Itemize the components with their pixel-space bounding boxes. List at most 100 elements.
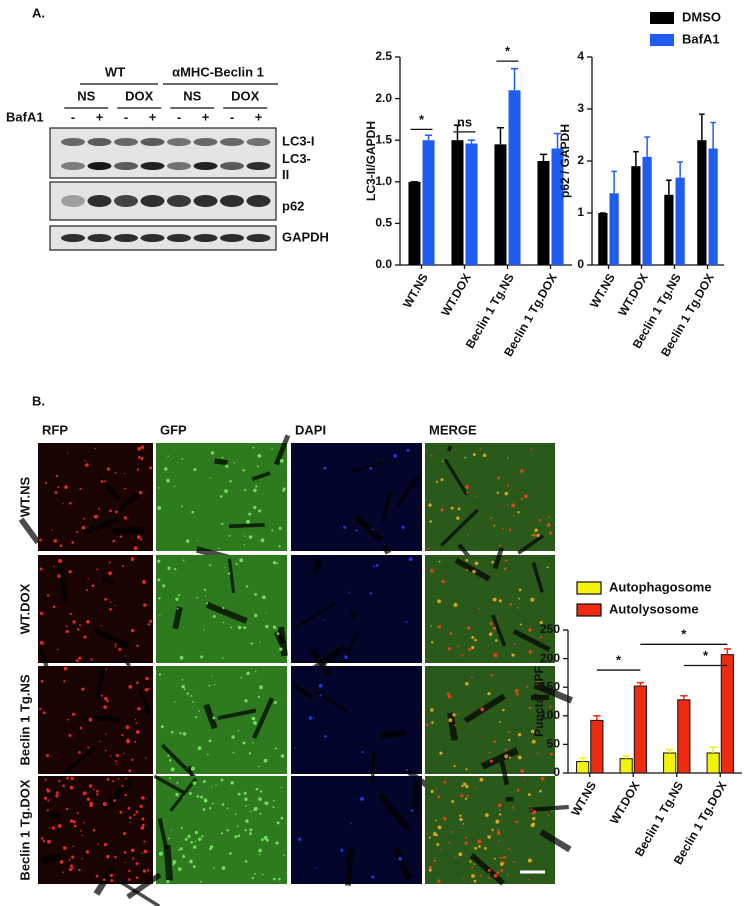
- puncta: [469, 860, 472, 863]
- puncta: [69, 612, 72, 616]
- puncta: [278, 545, 281, 548]
- puncta: [66, 776, 70, 780]
- puncta: [245, 805, 247, 807]
- legend-swatch: [650, 12, 674, 24]
- puncta: [271, 529, 274, 532]
- puncta: [530, 823, 535, 828]
- tissue-gap: [351, 460, 384, 474]
- puncta: [539, 789, 542, 793]
- puncta: [79, 830, 82, 832]
- puncta: [194, 840, 196, 843]
- puncta: [123, 516, 128, 520]
- puncta: [121, 784, 124, 787]
- group-label: αMHC-Beclin 1: [172, 64, 264, 79]
- puncta: [451, 830, 453, 833]
- puncta: [471, 635, 475, 640]
- puncta: [344, 655, 348, 659]
- sign: -: [71, 109, 75, 124]
- puncta: [135, 862, 139, 866]
- puncta: [430, 569, 434, 573]
- puncta: [128, 816, 132, 820]
- puncta: [517, 511, 520, 514]
- blot-band: [193, 162, 218, 170]
- bar: [677, 699, 691, 774]
- bar: [697, 140, 707, 265]
- puncta: [76, 531, 79, 534]
- puncta: [137, 706, 141, 711]
- puncta: [69, 501, 72, 505]
- y-tick-label: 200: [540, 651, 560, 665]
- puncta: [135, 722, 138, 725]
- puncta: [130, 848, 135, 853]
- puncta: [48, 826, 51, 829]
- puncta: [439, 848, 442, 851]
- puncta: [162, 584, 166, 588]
- puncta: [253, 488, 257, 493]
- puncta: [500, 868, 504, 872]
- puncta: [130, 557, 135, 562]
- puncta: [136, 644, 139, 647]
- puncta: [72, 620, 76, 624]
- puncta: [115, 753, 119, 757]
- puncta: [248, 752, 252, 755]
- y-tick-label: 0: [553, 765, 560, 779]
- puncta: [249, 828, 253, 832]
- puncta: [203, 588, 207, 591]
- puncta: [435, 788, 437, 790]
- puncta: [518, 588, 522, 592]
- blot-band: [167, 138, 191, 146]
- puncta: [487, 877, 490, 879]
- puncta: [184, 837, 188, 841]
- puncta: [225, 464, 229, 468]
- puncta: [172, 860, 177, 864]
- tissue-gap: [102, 576, 115, 587]
- puncta: [71, 541, 75, 544]
- puncta: [62, 503, 64, 505]
- puncta: [167, 566, 170, 569]
- puncta: [79, 488, 82, 491]
- puncta: [73, 824, 77, 828]
- puncta: [508, 528, 512, 532]
- puncta: [157, 578, 161, 582]
- puncta: [89, 803, 94, 808]
- puncta: [159, 614, 161, 616]
- puncta: [109, 509, 112, 513]
- tissue-gap: [214, 458, 228, 466]
- tissue-gap: [454, 557, 491, 582]
- puncta: [276, 562, 279, 565]
- puncta: [202, 780, 206, 783]
- puncta: [371, 875, 375, 879]
- puncta: [191, 701, 194, 703]
- puncta: [196, 540, 198, 542]
- puncta: [68, 734, 72, 737]
- puncta: [140, 457, 144, 461]
- puncta: [208, 684, 211, 687]
- puncta: [168, 759, 172, 762]
- puncta: [39, 707, 42, 711]
- puncta: [243, 535, 246, 538]
- tissue-gap: [217, 708, 257, 721]
- puncta: [149, 619, 153, 623]
- bar: [642, 156, 652, 265]
- puncta: [58, 559, 63, 564]
- puncta: [209, 807, 212, 810]
- blot-band: [140, 195, 165, 207]
- puncta: [528, 793, 531, 797]
- puncta: [106, 467, 111, 471]
- puncta: [461, 784, 464, 788]
- puncta: [490, 834, 493, 837]
- puncta: [538, 680, 541, 682]
- puncta: [105, 668, 107, 670]
- puncta: [106, 699, 109, 703]
- blot-band: [140, 138, 165, 146]
- puncta: [221, 657, 224, 659]
- puncta: [508, 738, 511, 742]
- puncta: [40, 679, 44, 683]
- x-tick-label: WT.NS: [400, 271, 431, 310]
- puncta: [279, 647, 283, 651]
- puncta: [145, 676, 149, 681]
- puncta: [83, 635, 87, 639]
- puncta: [220, 832, 224, 835]
- puncta: [531, 534, 533, 537]
- puncta: [280, 754, 285, 758]
